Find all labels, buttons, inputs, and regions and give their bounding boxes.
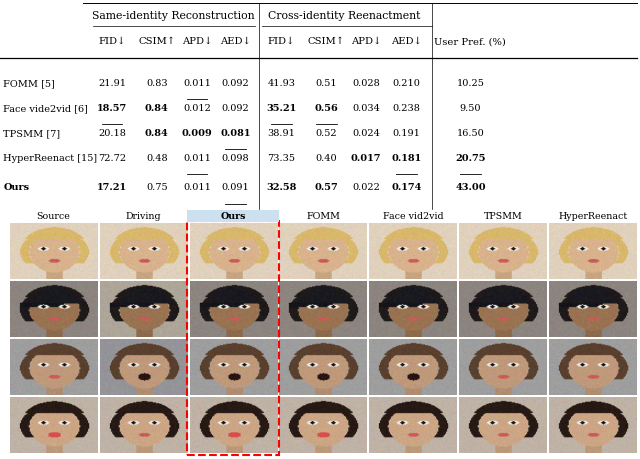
Text: 0.84: 0.84 xyxy=(145,129,169,138)
Text: 21.91: 21.91 xyxy=(98,79,126,88)
Text: 0.092: 0.092 xyxy=(221,104,250,113)
Text: 0.098: 0.098 xyxy=(221,154,250,163)
Text: FOMM [5]: FOMM [5] xyxy=(3,79,55,88)
Text: 35.21: 35.21 xyxy=(266,104,297,113)
Text: 32.58: 32.58 xyxy=(266,184,297,192)
Text: 0.028: 0.028 xyxy=(352,79,380,88)
Text: Ours: Ours xyxy=(221,212,246,221)
Text: 0.092: 0.092 xyxy=(221,79,250,88)
Text: 0.011: 0.011 xyxy=(183,154,211,163)
Text: AED↓: AED↓ xyxy=(220,37,251,46)
Text: FID↓: FID↓ xyxy=(268,37,295,46)
Text: HyperReenact: HyperReenact xyxy=(559,212,628,221)
Text: 38.91: 38.91 xyxy=(268,129,296,138)
Text: 0.56: 0.56 xyxy=(314,104,339,113)
Text: 0.52: 0.52 xyxy=(316,129,337,138)
Text: 20.75: 20.75 xyxy=(455,154,486,163)
Text: User Pref. (%): User Pref. (%) xyxy=(435,37,506,46)
Text: 20.18: 20.18 xyxy=(98,129,126,138)
Text: Same-identity Reconstruction: Same-identity Reconstruction xyxy=(92,11,255,21)
Text: HyperReenact [15]: HyperReenact [15] xyxy=(3,154,97,163)
Text: Cross-identity Reenactment: Cross-identity Reenactment xyxy=(268,11,420,21)
Text: 0.48: 0.48 xyxy=(146,154,168,163)
Text: AED↓: AED↓ xyxy=(391,37,422,46)
Text: 0.091: 0.091 xyxy=(221,184,250,192)
Text: 0.034: 0.034 xyxy=(352,104,380,113)
Text: CSIM↑: CSIM↑ xyxy=(308,37,345,46)
Text: 18.57: 18.57 xyxy=(97,104,127,113)
Text: Driving: Driving xyxy=(125,212,161,221)
Text: 0.210: 0.210 xyxy=(392,79,420,88)
Text: 0.011: 0.011 xyxy=(183,79,211,88)
Text: 0.081: 0.081 xyxy=(220,129,251,138)
Text: 0.012: 0.012 xyxy=(183,104,211,113)
Text: 41.93: 41.93 xyxy=(268,79,296,88)
Text: 0.011: 0.011 xyxy=(183,184,211,192)
Text: 0.174: 0.174 xyxy=(391,184,422,192)
Text: 9.50: 9.50 xyxy=(460,104,481,113)
Text: Ours: Ours xyxy=(3,184,29,192)
Text: 0.022: 0.022 xyxy=(352,184,380,192)
Text: 0.57: 0.57 xyxy=(314,184,339,192)
Text: 0.009: 0.009 xyxy=(182,129,212,138)
Text: 10.25: 10.25 xyxy=(456,79,484,88)
Text: FID↓: FID↓ xyxy=(99,37,125,46)
Text: 0.40: 0.40 xyxy=(316,154,337,163)
Text: TPSMM: TPSMM xyxy=(484,212,522,221)
Text: Face vid2vid: Face vid2vid xyxy=(383,212,444,221)
Text: 16.50: 16.50 xyxy=(456,129,484,138)
Text: 0.83: 0.83 xyxy=(146,79,168,88)
Text: CSIM↑: CSIM↑ xyxy=(138,37,175,46)
Text: 0.84: 0.84 xyxy=(145,104,169,113)
Text: 0.024: 0.024 xyxy=(352,129,380,138)
Text: APD↓: APD↓ xyxy=(182,37,212,46)
Text: Source: Source xyxy=(36,212,70,221)
Text: 0.75: 0.75 xyxy=(146,184,168,192)
Text: 43.00: 43.00 xyxy=(455,184,486,192)
Text: 0.017: 0.017 xyxy=(351,154,381,163)
Text: TPSMM [7]: TPSMM [7] xyxy=(3,129,60,138)
Text: 0.51: 0.51 xyxy=(316,79,337,88)
Text: 17.21: 17.21 xyxy=(97,184,127,192)
Text: FOMM: FOMM xyxy=(307,212,340,221)
Text: 72.72: 72.72 xyxy=(98,154,126,163)
Text: 0.191: 0.191 xyxy=(392,129,420,138)
Text: 73.35: 73.35 xyxy=(268,154,296,163)
Text: Face vide2vid [6]: Face vide2vid [6] xyxy=(3,104,88,113)
Text: 0.238: 0.238 xyxy=(392,104,420,113)
Text: 0.181: 0.181 xyxy=(391,154,422,163)
Text: APD↓: APD↓ xyxy=(351,37,381,46)
